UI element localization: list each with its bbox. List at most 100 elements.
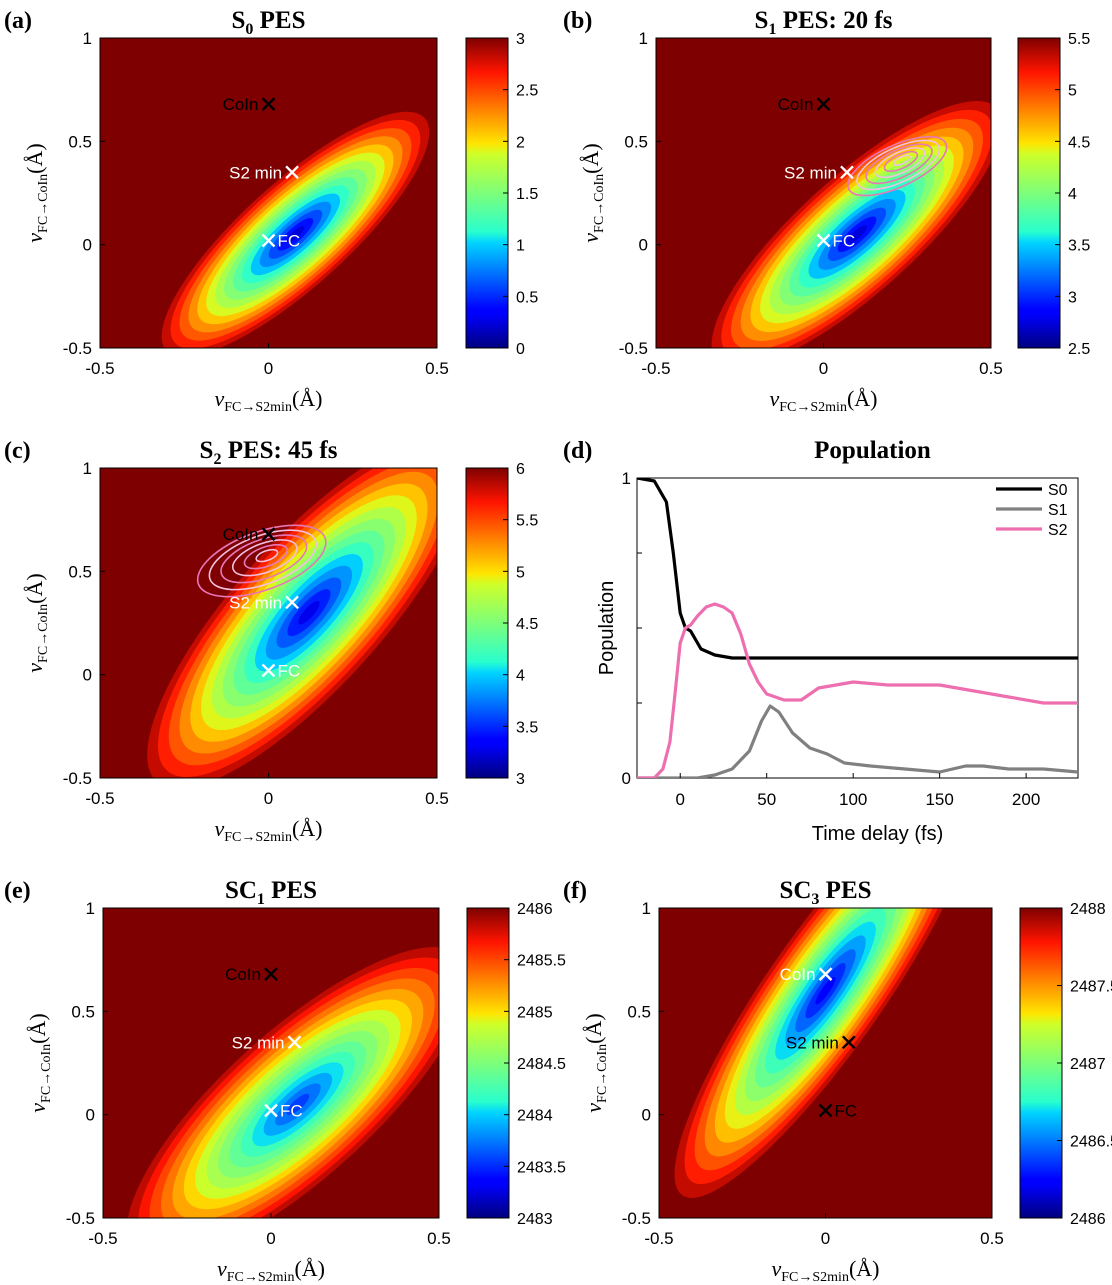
x-tick-label: 0.5	[425, 789, 449, 808]
x-tick-label: 200	[1012, 790, 1040, 809]
contour-band	[298, 600, 320, 625]
wavepacket-contour	[847, 135, 948, 197]
y-axis-label: νFC→CoIn(Å)	[578, 143, 607, 242]
panel-title: Population	[814, 437, 931, 464]
marker-label: S2 min	[784, 163, 837, 182]
marker-label: S2 min	[229, 163, 282, 182]
marker-label: FC	[833, 232, 856, 251]
colorbar-tick-label: 3	[1068, 289, 1077, 306]
colorbar-tick-label: 2484	[517, 1108, 553, 1125]
marker-label: CoIn	[225, 965, 261, 984]
marker-label: FC	[278, 662, 301, 681]
x-tick-label: 0	[821, 1229, 830, 1248]
y-tick-label: -0.5	[63, 339, 92, 358]
contour-band	[286, 226, 305, 243]
legend: S0 S1 S2	[996, 482, 1068, 539]
contour-band	[286, 1093, 310, 1115]
colorbar-tick-label: 6	[516, 461, 525, 478]
colorbar-tick-label: 0	[516, 341, 525, 358]
x-tick-label: 0	[264, 789, 273, 808]
wavepacket-contour	[874, 147, 926, 179]
marker-label: FC	[835, 1102, 858, 1121]
panel-label: (c)	[4, 438, 31, 464]
colorbar-tick-label: 1	[516, 238, 525, 255]
colorbar-tick-label: 2483.5	[517, 1159, 566, 1176]
legend-entry: S2	[1048, 522, 1068, 539]
wavepacket-contour	[231, 539, 298, 577]
colorbar-tick-label: 2485.5	[517, 953, 566, 970]
colorbar-tick-label: 2486	[517, 901, 553, 918]
colorbar-tick-label: 2483	[517, 1211, 553, 1228]
y-tick-label: -0.5	[66, 1209, 95, 1228]
marker-x	[261, 663, 276, 678]
panel-label: (b)	[563, 8, 592, 34]
colorbar-tick-label: 3	[516, 771, 525, 788]
marker-label: CoIn	[223, 525, 259, 544]
marker-x	[816, 97, 831, 111]
series-line-S2	[637, 602, 1078, 778]
colorbar-tick-label: 2.5	[516, 83, 538, 100]
colorbar-tick-label: 4	[516, 668, 525, 685]
y-tick-label: 0	[83, 236, 92, 255]
y-tick-label: 0	[622, 769, 631, 788]
marker-label: S2 min	[232, 1033, 285, 1052]
y-tick-label: 0	[83, 666, 92, 685]
colorbar-tick-label: 5	[516, 564, 525, 581]
panel-title: SC3 PES	[779, 877, 871, 908]
x-tick-label: 50	[757, 790, 776, 809]
wavepacket-contour	[892, 154, 911, 166]
x-tick-label: 0	[266, 1229, 275, 1248]
colorbar-tick-label: 4.5	[1068, 134, 1090, 151]
plot-area	[637, 478, 1078, 778]
panel-b: (b) S1 PES: 20 fs -0.5 0 0.5 -0.5 0 0.5 1 νFC→S2m…	[563, 7, 1090, 415]
panel-d: (d) Population 0 50 100 150 200 0 1 Time delay (f…	[563, 437, 1079, 845]
y-tick-label: -0.5	[622, 1209, 651, 1228]
y-tick-label: 1	[83, 459, 92, 478]
x-tick-label: -0.5	[641, 359, 670, 378]
x-tick-label: -0.5	[88, 1229, 117, 1248]
pes-surface	[659, 908, 992, 1218]
marker-x	[264, 967, 278, 981]
legend-entry: S1	[1048, 502, 1068, 519]
marker-x	[841, 1035, 856, 1050]
y-tick-label: 1	[622, 469, 631, 488]
marker-x	[840, 165, 854, 180]
colorbar-tick-label: 2486.5	[1070, 1134, 1112, 1151]
x-axis-label: νFC→S2min(Å)	[214, 386, 322, 415]
x-tick-label: 0.5	[979, 359, 1003, 378]
y-tick-label: 0	[642, 1106, 651, 1125]
x-tick-label: -0.5	[85, 359, 114, 378]
contour-band	[815, 976, 836, 1005]
colorbar-tick-label: 0.5	[516, 289, 538, 306]
colorbar-tick-label: 2	[516, 134, 525, 151]
colorbar-tick-label: 4	[1068, 186, 1077, 203]
panel-label: (d)	[563, 438, 592, 464]
y-tick-label: 0	[86, 1106, 95, 1125]
marker-x	[818, 967, 833, 981]
panel-e: (e) SC1 PES -0.5 0 0.5 -0.5 0 0.5 1 νFC→S2min(Å) ν…	[4, 877, 566, 1285]
marker-label: CoIn	[780, 965, 816, 984]
pes-surface	[100, 468, 437, 778]
colorbar-tick-label: 3.5	[1068, 238, 1090, 255]
colorbar	[1017, 37, 1061, 349]
marker-label: CoIn	[223, 95, 259, 114]
colorbar-tick-label: 5	[1068, 83, 1077, 100]
wavepacket-contour	[220, 534, 308, 584]
marker-label: CoIn	[778, 95, 814, 114]
wavepacket-contour	[865, 143, 933, 185]
x-axis-label: νFC→S2min(Å)	[771, 1256, 879, 1285]
pes-surface	[656, 38, 991, 348]
panel-title: S1 PES: 20 fs	[755, 7, 893, 38]
y-axis-label: νFC→CoIn(Å)	[581, 1013, 610, 1112]
x-tick-label: 100	[839, 790, 867, 809]
colorbar-tick-label: 2488	[1070, 901, 1106, 918]
y-tick-label: 0.5	[71, 1002, 95, 1021]
marker-label: FC	[278, 232, 301, 251]
series-line-S0	[637, 478, 1078, 660]
colorbar-tick-label: 2485	[517, 1004, 553, 1021]
panel-label: (f)	[563, 878, 587, 904]
colorbar-tick-label: 2487.5	[1070, 979, 1112, 996]
colorbar-tick-label: 2487	[1070, 1056, 1106, 1073]
marker-x	[261, 233, 276, 248]
